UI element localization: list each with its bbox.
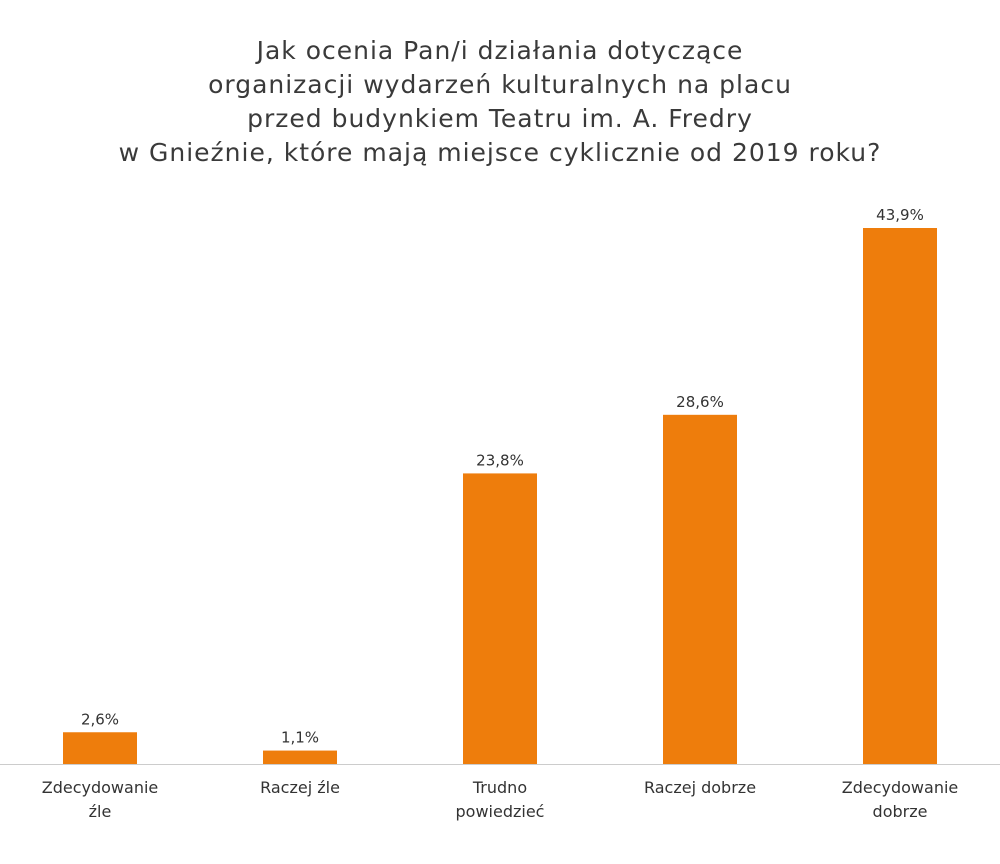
chart-title-line-2: organizacji wydarzeń kulturalnych na pla… [208,70,792,99]
bar-2 [263,750,337,764]
value-label-3: 23,8% [476,451,524,469]
chart-title-line-1: Jak ocenia Pan/i działania dotyczące [256,36,744,65]
bar-4 [663,414,737,764]
category-label-4: Raczej dobrze [644,778,756,797]
bar-1 [63,732,137,764]
bar-5 [863,228,937,764]
chart-title: Jak ocenia Pan/i działania dotyczące org… [0,34,1000,170]
category-label-1: Zdecydowanie źle [42,778,159,821]
category-label-2: Raczej źle [260,778,340,797]
value-labels-group: 2,6% 1,1% 23,8% 28,6% 43,9% [81,206,924,747]
category-label-5: Zdecydowanie dobrze [842,778,959,821]
bars-group [63,228,937,764]
chart-title-line-4: w Gnieźnie, które mają miejsce cykliczni… [118,138,882,167]
value-label-2: 1,1% [281,729,319,747]
category-labels-group: Zdecydowanie źle Raczej źle Trudno powiedzie… [42,778,959,821]
value-label-4: 28,6% [676,393,724,411]
value-label-5: 43,9% [876,206,924,224]
chart-title-line-3: przed budynkiem Teatru im. A. Fredry [247,104,753,133]
value-label-1: 2,6% [81,710,119,728]
bar-3 [463,473,537,764]
category-label-3: Trudno powiedzieć [456,778,545,821]
